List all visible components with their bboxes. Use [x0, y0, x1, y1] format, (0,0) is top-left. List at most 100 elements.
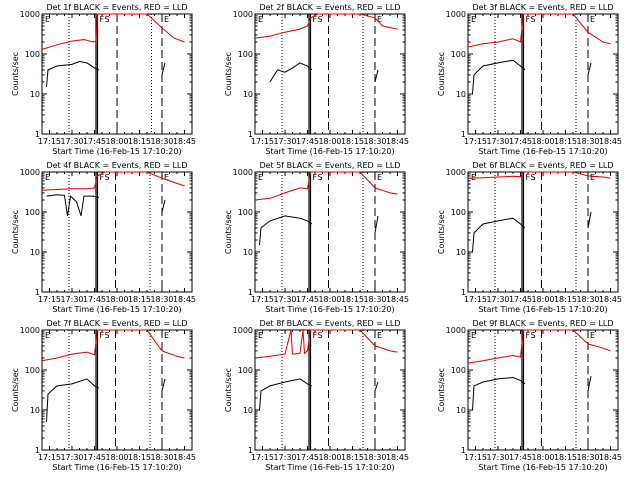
x-tick-label: 18:45: [386, 137, 409, 146]
x-tick-label: 18:15: [554, 295, 577, 304]
y-tick-label: 10: [243, 406, 253, 415]
x-tick-label: 18:00: [318, 453, 341, 462]
lld-series-line: [41, 171, 185, 191]
y-tick-label: 1000: [233, 168, 253, 177]
x-tick-label: 18:15: [128, 137, 151, 146]
x-axis-label: Start Time (16-Feb-15 17:10:20): [52, 463, 181, 472]
lld-series-line: [254, 171, 398, 201]
x-tick-label: 17:45: [83, 295, 106, 304]
events-series-line: [161, 199, 166, 213]
events-series-line: [46, 60, 100, 88]
y-tick-label: 1000: [20, 10, 40, 19]
y-tick-label: 1000: [20, 168, 40, 177]
y-tick-label: 100: [451, 366, 466, 375]
marker-label: S: [105, 173, 110, 182]
x-tick-label: 18:30: [363, 453, 386, 462]
x-tick-label: 17:45: [509, 137, 532, 146]
y-tick-label: 10: [30, 406, 40, 415]
x-tick-label: 17:15: [38, 137, 61, 146]
panel-3: Det 3f BLACK = Events, RED = LLD 17:15 17:…: [437, 3, 622, 156]
lld-series-line: [254, 13, 398, 39]
y-tick-label: 1: [35, 446, 40, 455]
panel-title: Det 5f BLACK = Events, RED = LLD: [259, 161, 400, 170]
x-axis-label: Start Time (16-Feb-15 17:10:20): [478, 147, 607, 156]
x-tick-label: 17:15: [464, 295, 487, 304]
events-series-line: [472, 217, 526, 253]
marker-label: F: [526, 15, 531, 24]
x-tick-label: 17:15: [38, 295, 61, 304]
events-series-line: [374, 381, 379, 392]
y-tick-label: 10: [456, 406, 466, 415]
y-tick-label: 1: [248, 446, 253, 455]
x-axis-label: Start Time (16-Feb-15 17:10:20): [265, 305, 394, 314]
marker-label: E: [45, 15, 50, 24]
events-series-line: [46, 378, 100, 423]
panel-4: Det 4f BLACK = Events, RED = LLD 17:15 17:…: [11, 161, 196, 314]
events-series-line: [374, 215, 379, 233]
lld-series-line: [467, 329, 611, 364]
y-tick-label: 100: [238, 50, 253, 59]
marker-label: S: [531, 331, 536, 340]
x-axis-label: Start Time (16-Feb-15 17:10:20): [265, 463, 394, 472]
marker-label: E: [471, 15, 476, 24]
x-tick-label: 18:15: [554, 453, 577, 462]
panel-title: Det 4f BLACK = Events, RED = LLD: [46, 161, 187, 170]
marker-label: F: [313, 15, 318, 24]
x-tick-label: 18:30: [576, 137, 599, 146]
x-tick-label: 18:45: [599, 295, 622, 304]
y-tick-label: 10: [456, 90, 466, 99]
x-tick-label: 18:30: [576, 453, 599, 462]
x-tick-label: 17:45: [509, 295, 532, 304]
marker-label: F: [526, 173, 531, 182]
panel-title: Det 3f BLACK = Events, RED = LLD: [472, 3, 613, 12]
y-tick-label: 10: [456, 248, 466, 257]
y-axis-label: Counts/sec: [224, 52, 233, 96]
x-tick-label: 18:00: [105, 137, 128, 146]
marker-label: E: [377, 15, 382, 24]
events-series-line: [161, 62, 166, 76]
x-tick-label: 18:15: [128, 295, 151, 304]
x-tick-label: 17:30: [486, 453, 509, 462]
x-tick-label: 17:30: [486, 295, 509, 304]
y-axis-label: Counts/sec: [437, 210, 446, 254]
x-tick-label: 17:15: [464, 137, 487, 146]
marker-label: F: [100, 15, 105, 24]
events-series-line: [46, 194, 100, 217]
events-series-line: [259, 215, 313, 246]
events-series-line: [269, 62, 313, 83]
plot-frame: [41, 329, 193, 451]
y-tick-label: 1: [461, 288, 466, 297]
marker-label: E: [164, 331, 169, 340]
plot-frame: [467, 13, 619, 135]
x-tick-label: 17:45: [296, 137, 319, 146]
events-series-line: [161, 378, 166, 392]
y-tick-label: 1000: [446, 326, 466, 335]
x-tick-label: 18:15: [128, 453, 151, 462]
marker-label: E: [258, 173, 263, 182]
y-tick-label: 1: [248, 130, 253, 139]
y-tick-label: 1: [35, 288, 40, 297]
x-tick-label: 18:00: [318, 137, 341, 146]
y-tick-label: 1: [35, 130, 40, 139]
panel-title: Det 6f BLACK = Events, RED = LLD: [472, 161, 613, 170]
y-tick-label: 1000: [233, 326, 253, 335]
marker-label: E: [471, 173, 476, 182]
y-tick-label: 1000: [446, 168, 466, 177]
y-axis-label: Counts/sec: [11, 52, 20, 96]
marker-label: E: [590, 173, 595, 182]
events-series-line: [587, 62, 592, 76]
panel-title: Det 8f BLACK = Events, RED = LLD: [259, 319, 400, 328]
x-tick-label: 18:00: [105, 295, 128, 304]
y-tick-label: 100: [25, 366, 40, 375]
x-tick-label: 18:30: [363, 295, 386, 304]
marker-label: S: [318, 173, 323, 182]
x-tick-label: 17:30: [273, 295, 296, 304]
x-tick-label: 18:00: [531, 453, 554, 462]
x-tick-label: 17:15: [38, 453, 61, 462]
y-axis-label: Counts/sec: [437, 368, 446, 412]
x-tick-label: 17:15: [251, 137, 274, 146]
